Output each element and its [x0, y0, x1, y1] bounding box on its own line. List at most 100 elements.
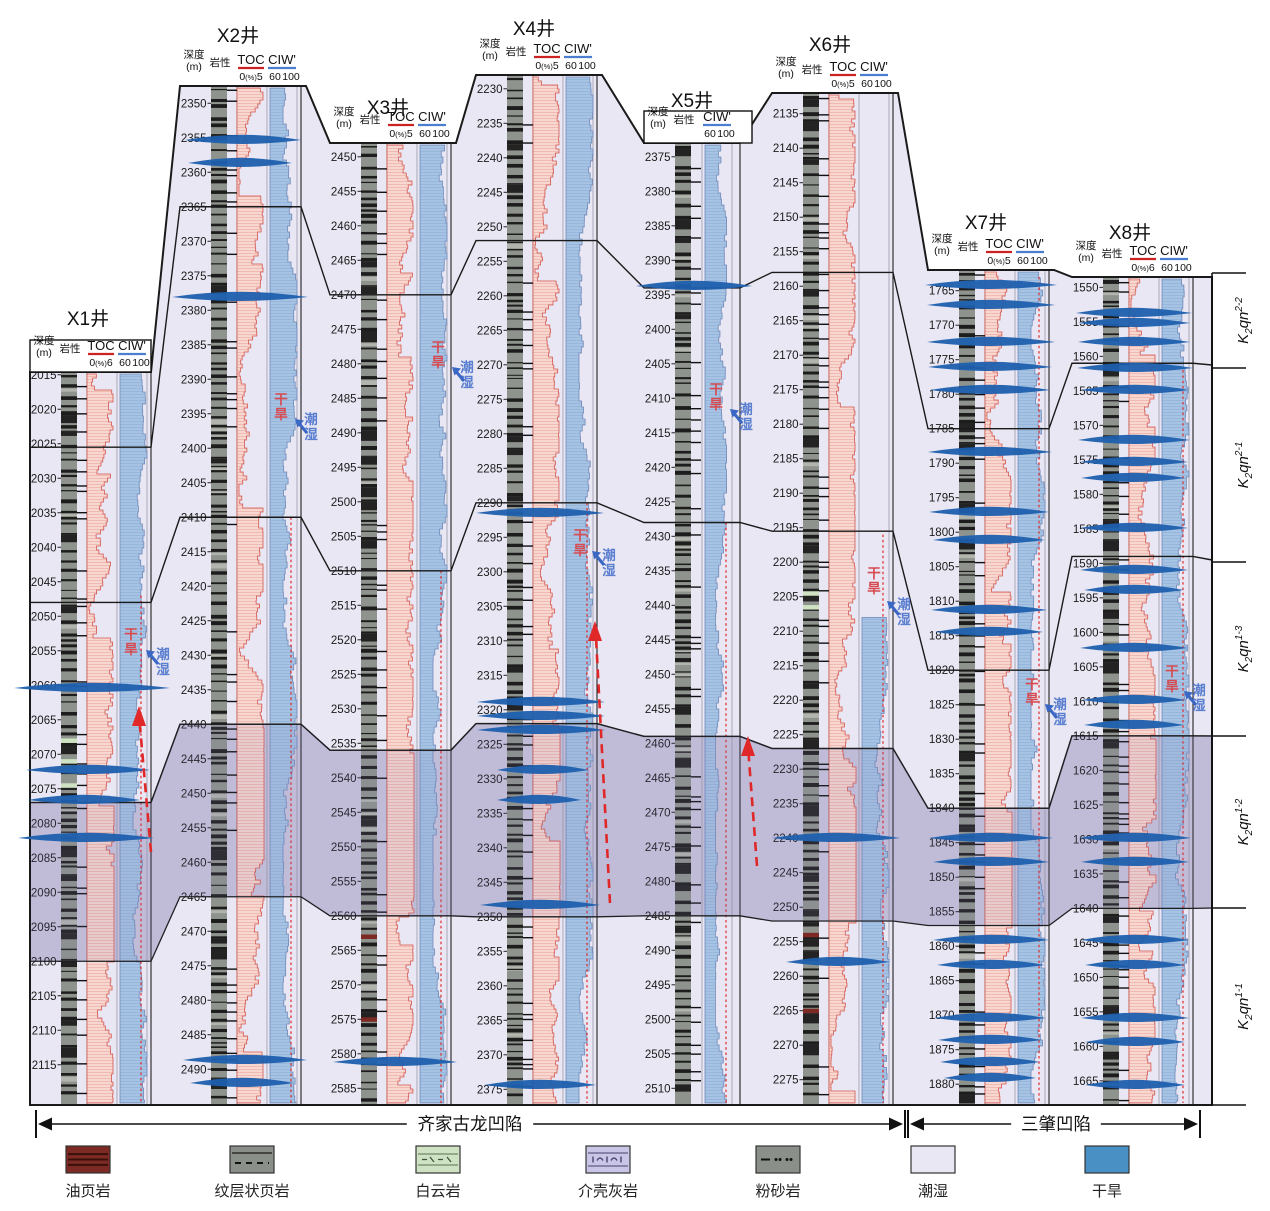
- depth-label: 2470: [331, 290, 357, 302]
- depth-label: 1580: [1073, 489, 1099, 501]
- depth-label: 2365: [477, 1015, 503, 1027]
- ciw-header: CIW': [564, 41, 592, 56]
- lens-layer: [477, 710, 605, 720]
- toc-curve: [86, 373, 115, 1104]
- humid-label: 湿: [897, 612, 911, 627]
- depth-label: 2115: [32, 1060, 57, 1072]
- lens-layer: [935, 626, 1043, 636]
- depth-label: 2030: [31, 473, 57, 485]
- lens-layer: [1080, 642, 1188, 652]
- depth-label: 2255: [773, 937, 799, 949]
- humid-arrow-icon: [146, 650, 155, 659]
- depth-label: 2395: [181, 409, 207, 421]
- depth-label: 2250: [773, 902, 799, 914]
- legend-label: 白云岩: [415, 1183, 460, 1200]
- trend-arrow-head: [741, 736, 755, 756]
- depth-label: 2205: [773, 592, 799, 604]
- dolomite-bed: [61, 738, 77, 743]
- depth-label: 2470: [645, 807, 671, 819]
- depth-label: 2260: [477, 291, 503, 303]
- toc-curve: [984, 271, 1013, 1104]
- humid-arrow-icon: [1045, 704, 1054, 713]
- lens-layer: [1085, 1079, 1185, 1089]
- lens-layer: [1085, 959, 1185, 969]
- depth-label: 2065: [31, 715, 57, 727]
- depth-label: 2410: [645, 393, 671, 405]
- depth-label: 2255: [477, 256, 503, 268]
- svg-text:(m): (m): [778, 68, 794, 80]
- depth-label: 2430: [181, 650, 207, 662]
- toc-curve: [532, 76, 561, 1104]
- depth-label: 2240: [477, 153, 503, 165]
- depth-label: 2580: [331, 1049, 357, 1061]
- depth-label: 2230: [773, 764, 799, 776]
- depth-label: 1835: [929, 769, 955, 781]
- depth-header: 深度: [184, 48, 205, 61]
- humid-arrow-icon: [452, 367, 461, 376]
- depth-label: 2145: [773, 178, 799, 190]
- depth-label: 2245: [773, 868, 799, 880]
- depth-label: 2505: [331, 531, 357, 543]
- dry-label: 旱: [431, 355, 445, 370]
- unit-label: K2qn1-1: [1234, 983, 1255, 1030]
- humid-label: 潮: [739, 401, 753, 417]
- depth-label: 2185: [773, 454, 799, 466]
- lens-layer: [933, 534, 1045, 544]
- well-title: X6井: [809, 34, 851, 56]
- lens-layer: [1081, 934, 1189, 944]
- depth-label: 2050: [31, 611, 57, 623]
- humid-label: 湿: [1192, 698, 1206, 713]
- humid-label: 湿: [304, 427, 318, 442]
- lens-layer: [930, 384, 1050, 394]
- ciw-header: CIW': [268, 52, 296, 67]
- arrowhead-left-icon: [910, 1117, 924, 1131]
- depth-scale: 1765 1770 1775 1780 1785 1790 1795 1800 1805 1810…: [929, 286, 959, 1091]
- well-title: X7井: [965, 212, 1007, 234]
- ciw-header: CIW': [118, 338, 146, 353]
- lithology-header: 岩性: [674, 113, 695, 126]
- depth-label: 2200: [773, 557, 799, 569]
- legend-label: 粉砂岩: [755, 1183, 800, 1200]
- lithology-column: [803, 93, 829, 1105]
- depth-label: 2460: [645, 738, 671, 750]
- humid-label: 潮: [602, 547, 616, 563]
- depth-scale: 2135 2140 2145 2150 2155 2160 2165 2170 2175 2180…: [773, 109, 803, 1087]
- ciw-scale-max: 100: [282, 71, 300, 83]
- unit-label: K2qn1-2: [1234, 798, 1255, 845]
- dry-label: 干: [1025, 677, 1039, 692]
- depth-label: 2485: [331, 393, 357, 405]
- dry-label: 旱: [573, 543, 587, 558]
- legend-label: 纹层状页岩: [214, 1183, 289, 1200]
- depth-label: 1865: [929, 976, 955, 988]
- depth-label: 2500: [331, 497, 357, 509]
- depth-label: 2460: [331, 221, 357, 233]
- depth-label: 2365: [181, 202, 207, 214]
- depth-header: 深度: [932, 232, 953, 245]
- depth-label: 2225: [773, 730, 799, 742]
- depth-label: 2425: [181, 616, 207, 628]
- lens-layer: [1079, 832, 1191, 842]
- lithology-header: 岩性: [60, 342, 81, 355]
- toc-scale: 0(%)5: [987, 255, 1011, 267]
- humid-label: 潮: [897, 596, 911, 612]
- depth-label: 1825: [929, 700, 955, 712]
- depth-label: 1855: [929, 907, 955, 919]
- depth-label: 2080: [31, 818, 57, 830]
- depth-label: 2405: [181, 478, 207, 490]
- dry-label: 干: [431, 340, 445, 355]
- humid-label: 潮: [156, 646, 170, 662]
- well-log-7: 1765 1770 1775 1780 1785 1790 1795 1800 1805 1810…: [929, 270, 1050, 1105]
- ciw-scale-min: 60: [269, 71, 281, 83]
- depth-label: 2350: [477, 912, 503, 924]
- lens-layer: [929, 506, 1049, 516]
- depth-label: 2355: [477, 946, 503, 958]
- humid-arrow-icon: [887, 601, 896, 610]
- dry-label: 干: [124, 627, 138, 642]
- depth-label: 2315: [477, 670, 503, 682]
- depth-label: 1635: [1073, 869, 1099, 881]
